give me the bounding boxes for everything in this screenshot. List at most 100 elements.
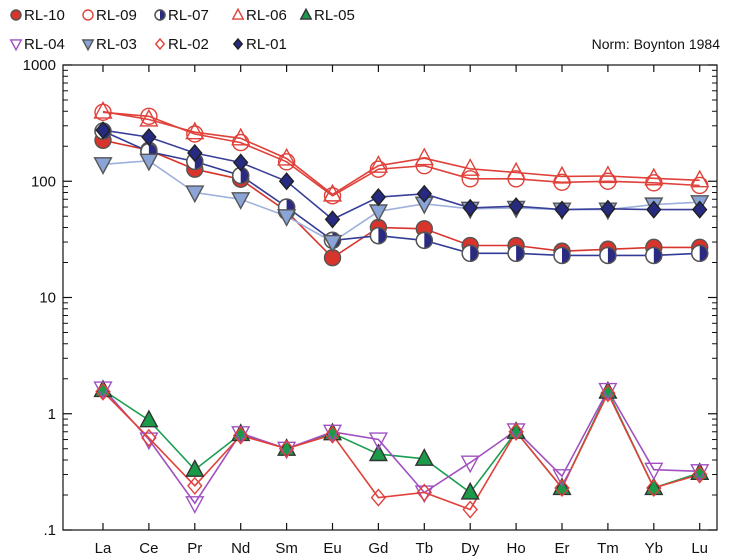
- point-rl-05: [414, 448, 434, 466]
- point-rl-02: [416, 483, 433, 502]
- series-markers: [93, 100, 710, 519]
- point-rl-04: [185, 496, 205, 514]
- point-rl-06: [93, 100, 113, 119]
- point-rl-09: [645, 174, 663, 192]
- legend-item-rl-02: RL-02: [154, 36, 209, 53]
- point-rl-02: [232, 426, 249, 445]
- x-tick-label: Er: [555, 540, 570, 557]
- legend-item-rl-03: RL-03: [81, 36, 137, 53]
- legend-label: RL-01: [246, 36, 287, 53]
- point-rl-07: [461, 244, 479, 263]
- point-rl-01: [95, 121, 111, 140]
- point-rl-05: [460, 481, 480, 500]
- point-rl-04: [368, 432, 388, 451]
- legend-label: RL-05: [314, 7, 355, 24]
- point-rl-06: [506, 161, 526, 180]
- point-rl-01: [278, 172, 295, 191]
- legend-marker: [82, 9, 94, 21]
- point-rl-09: [140, 107, 158, 126]
- point-rl-01: [232, 153, 249, 172]
- legend-marker: [10, 9, 22, 21]
- point-rl-02: [278, 439, 295, 458]
- point-rl-07: [691, 244, 709, 263]
- point-rl-07: [553, 246, 571, 265]
- point-rl-09: [415, 157, 433, 175]
- point-rl-06: [185, 121, 205, 140]
- legend-label: RL-06: [246, 7, 287, 24]
- series-line-rl-02: [102, 391, 700, 511]
- point-rl-04: [277, 441, 297, 460]
- legend-item-rl-07: RL-07: [154, 7, 209, 24]
- point-rl-06: [139, 108, 159, 127]
- point-rl-07: [645, 246, 663, 265]
- x-tick-label: Lu: [691, 540, 708, 557]
- point-rl-06: [414, 147, 434, 166]
- plot-frame: [62, 64, 718, 531]
- legend-label: RL-10: [24, 7, 65, 24]
- point-rl-09: [599, 172, 617, 190]
- x-tick-label: Gd: [368, 540, 388, 557]
- point-rl-09: [94, 103, 112, 121]
- point-rl-04: [414, 485, 434, 504]
- point-rl-07: [507, 244, 525, 263]
- series-line-rl-01: [102, 129, 700, 221]
- point-rl-01: [416, 184, 433, 203]
- point-rl-05: [139, 409, 159, 428]
- point-rl-01: [554, 200, 570, 219]
- point-rl-03: [93, 157, 113, 175]
- legend-item-rl-09: RL-09: [82, 7, 137, 24]
- x-tick-label: Eu: [323, 540, 341, 557]
- point-rl-06: [322, 183, 343, 202]
- point-rl-04: [644, 462, 664, 481]
- x-tick-label: Dy: [461, 540, 480, 557]
- point-rl-01: [600, 199, 616, 218]
- legend-label: RL-04: [24, 36, 65, 53]
- legend-item-rl-05: RL-05: [299, 7, 355, 24]
- point-rl-04: [460, 455, 480, 474]
- series-line-rl-04: [102, 387, 700, 505]
- legend-marker: [81, 39, 95, 52]
- point-rl-07: [599, 246, 617, 265]
- legend-item-rl-06: RL-06: [231, 7, 287, 24]
- point-rl-06: [460, 158, 480, 176]
- point-rl-01: [508, 197, 524, 216]
- legend: RL-10 RL-09 RL-07 RL-06 RL-05 RL-04 RL-03 RL-02…: [9, 7, 355, 53]
- point-rl-06: [690, 169, 710, 188]
- point-rl-03: [139, 153, 159, 172]
- point-rl-02: [324, 425, 341, 444]
- point-rl-09: [277, 153, 296, 171]
- point-rl-02: [600, 384, 616, 403]
- legend-label: RL-03: [96, 36, 137, 53]
- point-rl-01: [141, 127, 157, 147]
- point-rl-02: [370, 488, 387, 507]
- point-rl-02: [187, 476, 203, 495]
- legend-marker: [154, 9, 166, 21]
- x-tick-label: Ce: [139, 540, 158, 557]
- legend-item-rl-04: RL-04: [9, 36, 65, 53]
- legend-marker: [154, 37, 166, 51]
- point-rl-09: [231, 133, 250, 152]
- point-rl-04: [690, 464, 710, 482]
- x-tick-label: Tm: [597, 540, 619, 557]
- y-tick-label: 10: [39, 290, 56, 307]
- y-tick-label: 1: [48, 406, 56, 423]
- point-rl-04: [93, 381, 113, 400]
- point-rl-02: [141, 428, 157, 447]
- point-rl-06: [552, 165, 572, 184]
- legend-marker: [231, 7, 245, 20]
- legend-label: RL-02: [168, 36, 209, 53]
- point-rl-09: [186, 125, 204, 143]
- y-tick-label: 100: [31, 173, 56, 190]
- point-rl-07: [415, 231, 433, 250]
- x-tick-label: Tb: [416, 540, 434, 557]
- legend-label: RL-07: [168, 7, 209, 24]
- point-rl-09: [369, 160, 388, 178]
- point-rl-03: [231, 192, 251, 210]
- point-rl-06: [368, 155, 388, 173]
- point-rl-02: [646, 478, 662, 498]
- point-rl-03: [322, 234, 343, 253]
- x-tick-label: Sm: [275, 540, 298, 557]
- point-rl-02: [508, 422, 524, 441]
- point-rl-01: [187, 143, 203, 163]
